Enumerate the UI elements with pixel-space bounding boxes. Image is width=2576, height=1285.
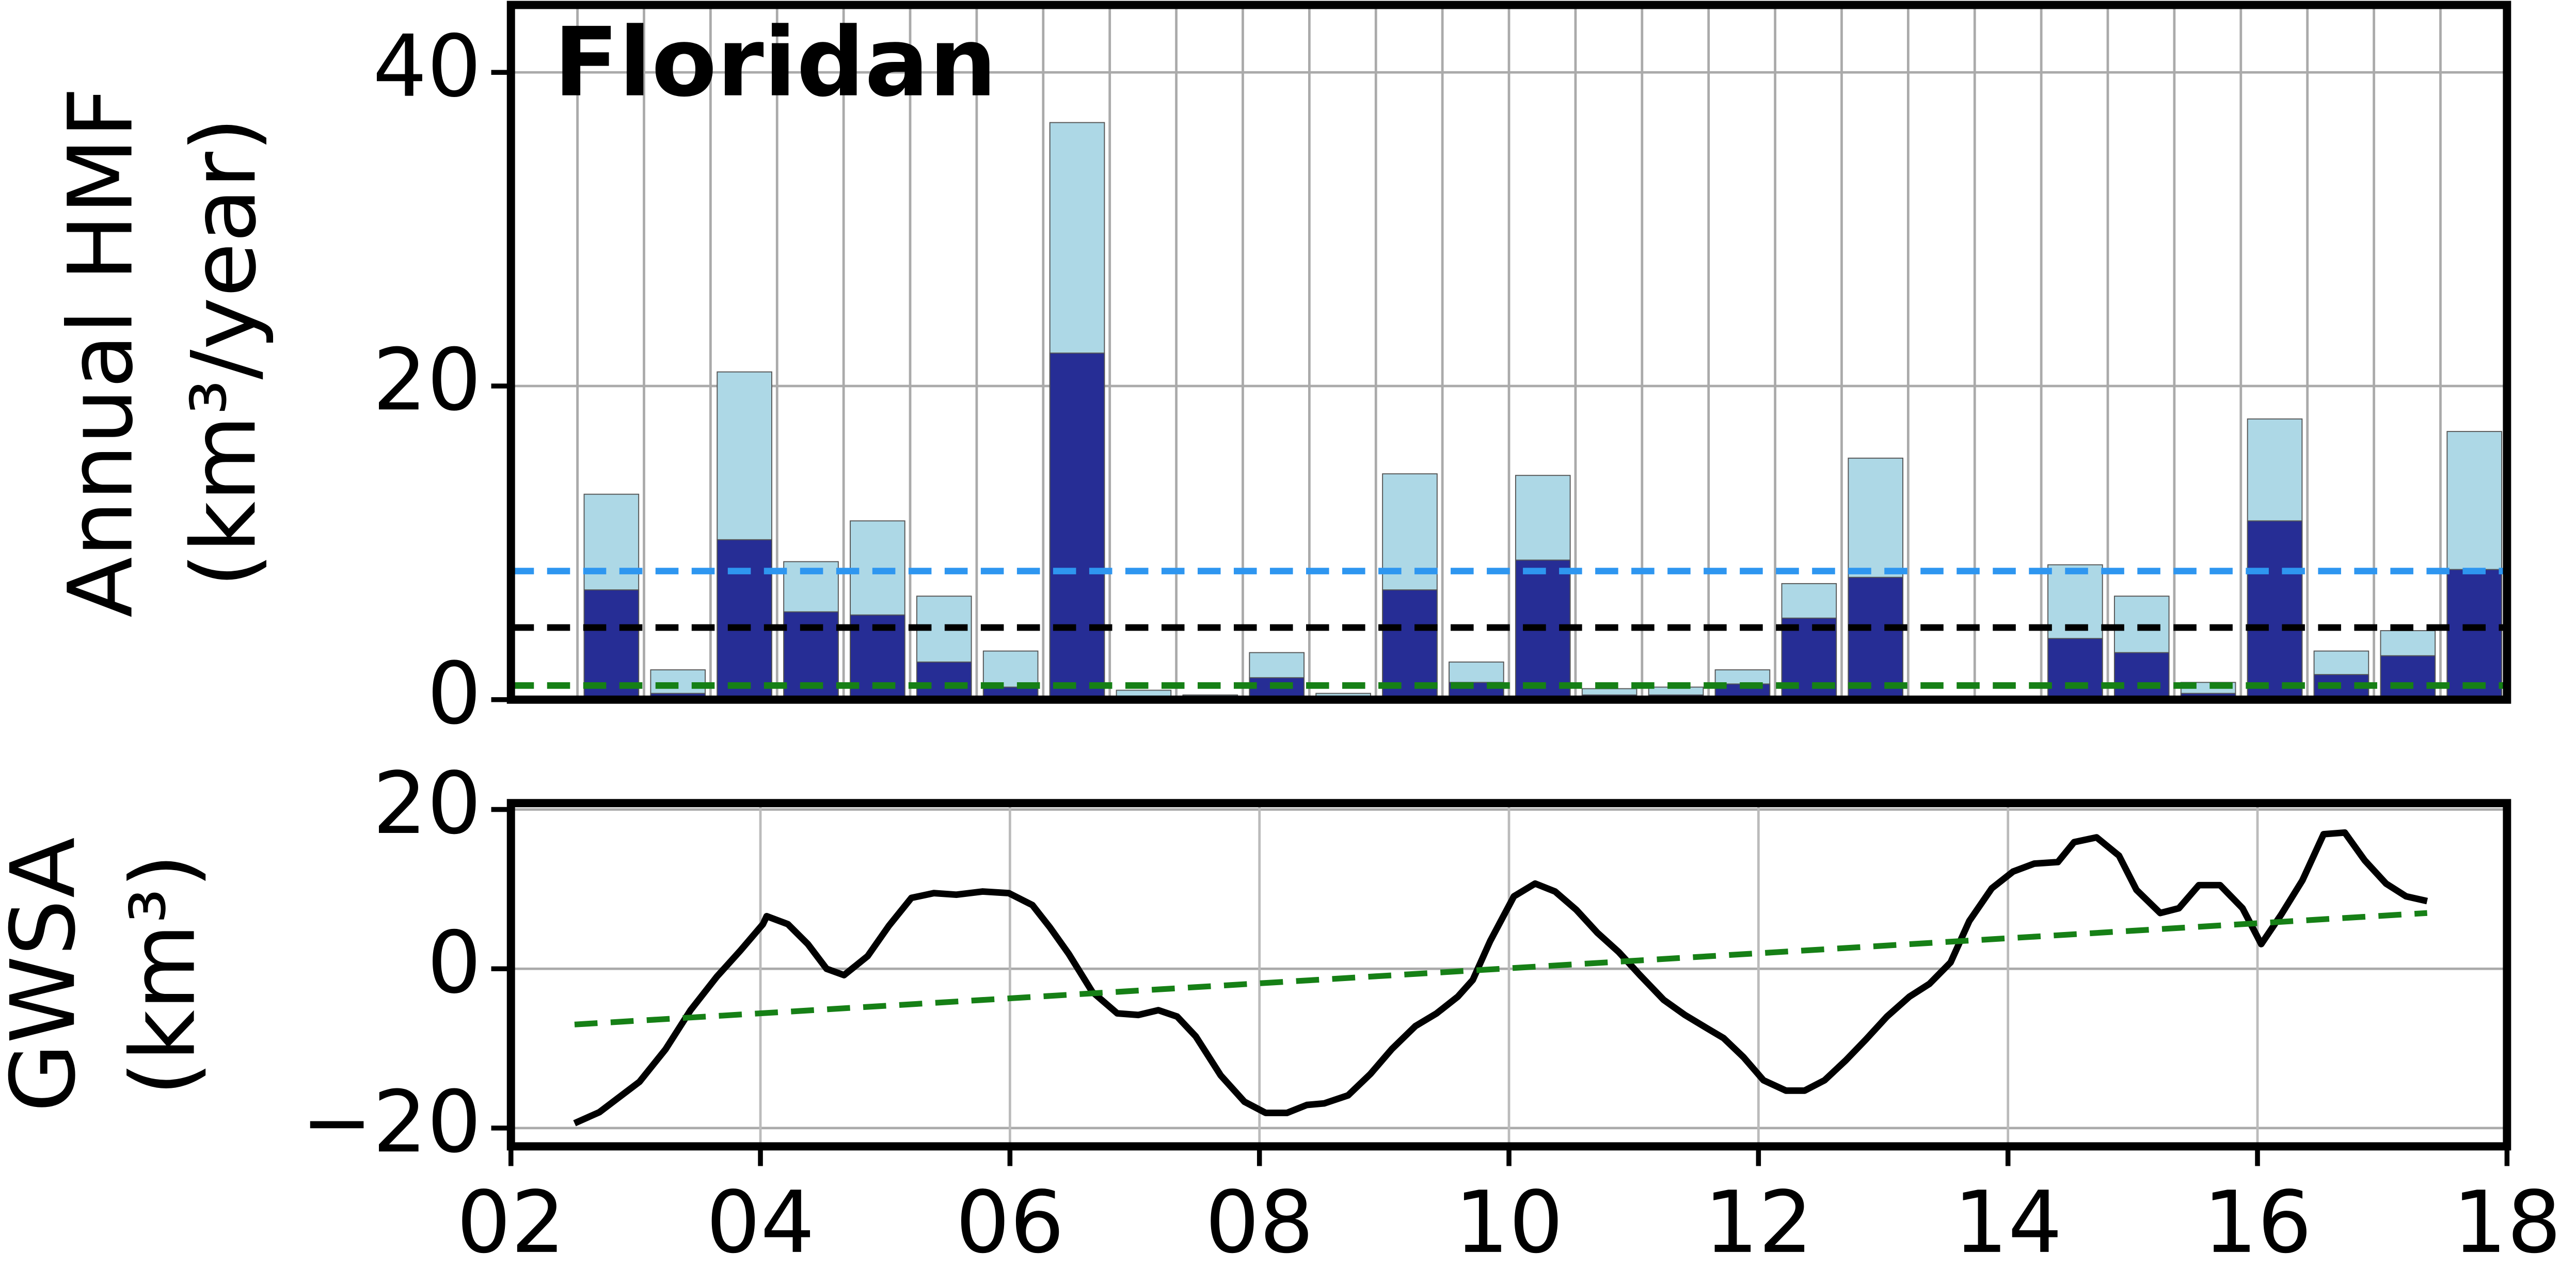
bar [2247,520,2303,700]
bar [717,539,772,700]
bar [1049,352,1105,700]
bar [2380,655,2436,700]
bar [2047,638,2103,700]
y-tick-label: 40 [373,17,482,117]
plot-frame [506,1,2511,704]
x-tick-label: 12 [1704,1173,1813,1273]
x-tick-label: 06 [956,1173,1064,1273]
x-tick-label: 16 [2203,1173,2312,1273]
y-tick-label: 0 [427,913,481,1013]
bar [1848,576,1903,700]
bar [2446,569,2502,700]
x-tick-label: 02 [456,1173,565,1273]
line-series [573,829,2428,1127]
y-axis-label: GWSA [0,837,95,1112]
bar [2113,652,2170,700]
y-axis-label: (km³) [112,854,215,1096]
x-tick-label: 08 [1205,1173,1314,1273]
y-axis-label: Annual HMF [49,87,153,618]
y-tick-label: 0 [427,644,481,744]
x-tick-label: 14 [1953,1173,2062,1273]
y-axis-label: (km³/year) [172,117,276,587]
y-tick-label: 20 [373,330,482,430]
x-tick-label: 10 [1455,1173,1564,1273]
y-tick-label: 20 [373,754,482,854]
y-tick-label: −20 [301,1072,481,1172]
line-series [574,910,2428,1027]
plot-frame [506,799,2511,1151]
x-tick-label: 18 [2453,1173,2562,1273]
bar [1382,589,1438,700]
bar [583,589,640,700]
bar [916,661,972,700]
x-tick-label: 04 [706,1173,815,1273]
chart-title: Floridan [553,7,996,118]
